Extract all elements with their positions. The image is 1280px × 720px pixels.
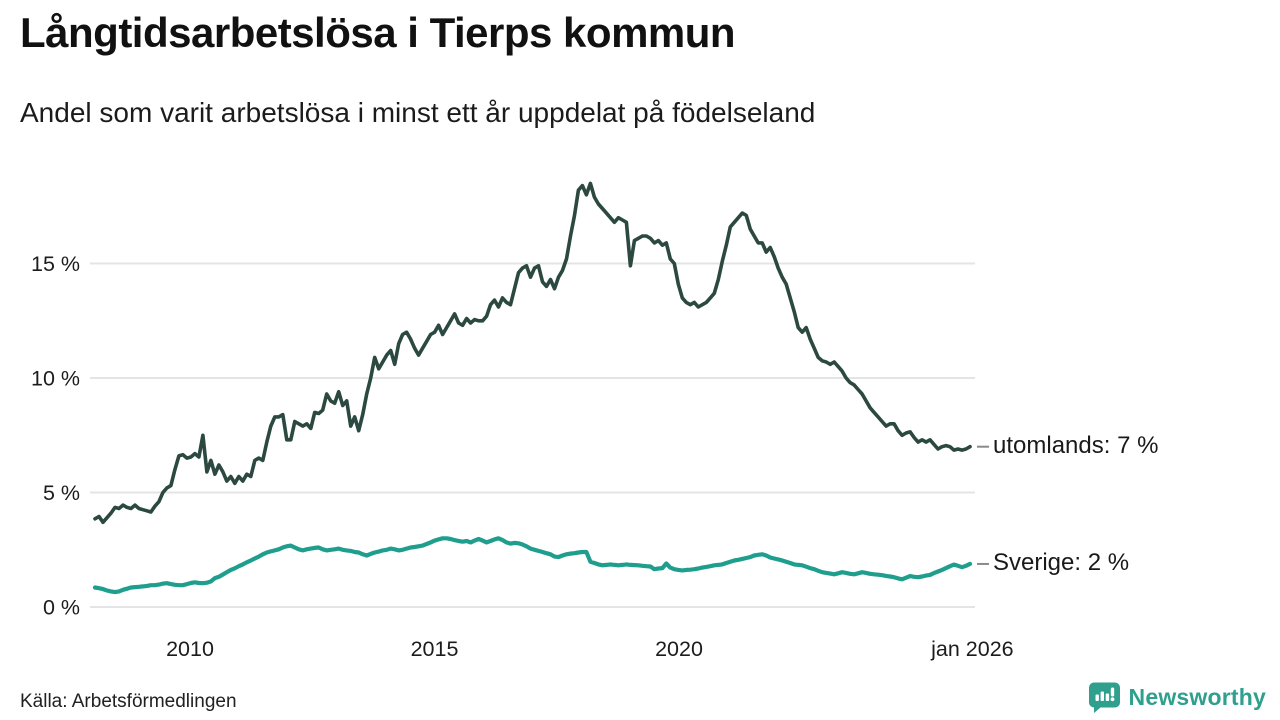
newsworthy-logo: Newsworthy	[1088, 682, 1266, 713]
source-note: Källa: Arbetsförmedlingen	[20, 691, 237, 712]
page-title: Långtidsarbetslösa i Tierps kommun	[20, 9, 736, 56]
newsworthy-wordmark: Newsworthy	[1128, 684, 1266, 710]
y-axis-tick-label: 15 %	[31, 252, 80, 276]
x-axis-tick-label: 2020	[655, 637, 703, 661]
series-label-sverige: Sverige: 2 %	[993, 548, 1130, 576]
y-axis-tick-label: 10 %	[31, 367, 80, 391]
y-axis-tick-label: 5 %	[43, 481, 80, 505]
series-line-utomlands	[93, 181, 972, 525]
bar-icon-tall	[1100, 691, 1104, 701]
exclamation-dot-icon	[1110, 697, 1114, 702]
series-label-utomlands: utomlands: 7 %	[993, 431, 1159, 459]
newsworthy-speech-bubble-icon	[1088, 682, 1120, 713]
bar-icon-medium	[1105, 693, 1109, 701]
x-axis-tick-label: 2015	[411, 637, 459, 661]
y-axis-tick-label: 0 %	[43, 596, 80, 620]
bar-icon-small	[1095, 694, 1099, 701]
x-axis-tick-label: jan 2026	[930, 637, 1014, 661]
chart-subtitle: Andel som varit arbetslösa i minst ett å…	[20, 97, 816, 128]
series-line-sverige	[92, 536, 973, 595]
exclamation-bar-icon	[1110, 687, 1114, 697]
x-axis-tick-label: 2010	[166, 637, 214, 661]
